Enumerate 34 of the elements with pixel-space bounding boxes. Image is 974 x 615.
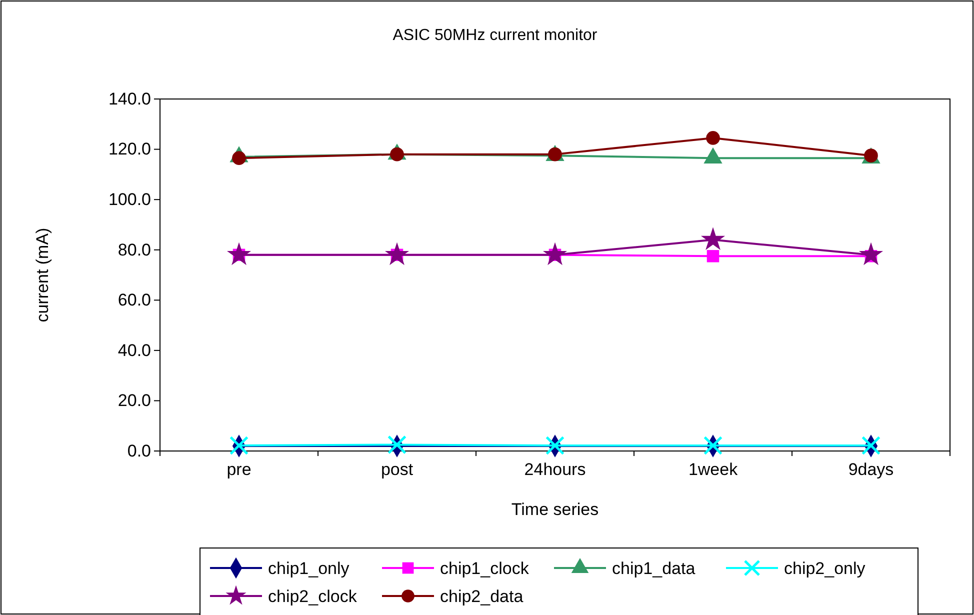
y-tick-label: 140.0 xyxy=(108,89,151,108)
legend-label: chip1_clock xyxy=(440,559,530,578)
x-tick-label: pre xyxy=(226,460,252,480)
legend-label: chip2_clock xyxy=(268,587,358,606)
x-tick-label: 1week xyxy=(688,460,738,480)
x-tick-label: 24hours xyxy=(524,460,586,480)
point xyxy=(858,242,884,266)
y-axis-title: current (mA) xyxy=(33,228,52,322)
legend-label: chip2_data xyxy=(440,587,524,606)
point xyxy=(226,242,252,266)
x-tick-label: post xyxy=(380,460,414,480)
legend-label: chip1_data xyxy=(612,559,696,578)
y-tick-label: 80.0 xyxy=(118,240,151,260)
y-tick-label: 120.0 xyxy=(108,140,151,159)
x-axis-title: Time series xyxy=(511,500,599,519)
point xyxy=(861,436,881,455)
point xyxy=(229,436,249,455)
point xyxy=(703,436,723,455)
point xyxy=(387,435,407,454)
point xyxy=(706,250,720,262)
legend-label: chip1_only xyxy=(268,559,350,578)
point xyxy=(542,242,568,266)
y-tick-label: 100.0 xyxy=(108,190,151,210)
chart-title: ASIC 50MHz current monitor xyxy=(392,27,598,44)
x-tick-label: 9days xyxy=(848,460,894,480)
legend-label: chip2_only xyxy=(784,559,866,578)
y-tick-label: 0.0 xyxy=(127,441,151,460)
point xyxy=(706,131,720,145)
y-tick-label: 20.0 xyxy=(118,391,151,410)
point xyxy=(700,227,726,250)
y-tick-label: 40.0 xyxy=(118,340,151,360)
point xyxy=(384,242,410,266)
point xyxy=(545,436,565,455)
y-tick-label: 60.0 xyxy=(118,290,151,310)
